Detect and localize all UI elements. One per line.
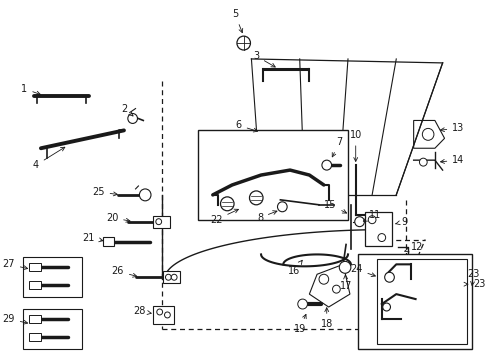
Circle shape: [367, 216, 375, 224]
Text: 26: 26: [111, 266, 137, 277]
Circle shape: [297, 299, 307, 309]
Bar: [153, 306, 174, 324]
Text: 18: 18: [320, 308, 332, 329]
Text: 2: 2: [122, 104, 133, 116]
Text: 12: 12: [404, 243, 422, 252]
Circle shape: [382, 303, 390, 311]
Text: 8: 8: [256, 211, 276, 223]
Text: 17: 17: [339, 275, 351, 291]
Text: 14: 14: [440, 155, 464, 165]
Circle shape: [220, 197, 234, 211]
Bar: [29, 264, 41, 271]
Text: 27: 27: [2, 259, 28, 270]
Text: 29: 29: [2, 314, 28, 324]
Bar: [29, 281, 41, 289]
Circle shape: [171, 274, 177, 280]
Circle shape: [422, 129, 433, 140]
Circle shape: [165, 274, 171, 280]
Text: 9: 9: [395, 217, 407, 227]
Circle shape: [339, 261, 350, 273]
Circle shape: [332, 285, 340, 293]
Circle shape: [139, 189, 151, 201]
Circle shape: [249, 191, 263, 205]
Text: 15: 15: [324, 200, 346, 213]
Text: 25: 25: [92, 187, 117, 197]
Text: 3: 3: [252, 51, 275, 67]
Circle shape: [318, 274, 328, 284]
Text: 13: 13: [440, 123, 464, 134]
Text: 21: 21: [82, 233, 103, 243]
Bar: [162, 271, 180, 283]
Circle shape: [157, 309, 162, 315]
Text: 24: 24: [349, 264, 375, 276]
Circle shape: [354, 217, 364, 227]
Circle shape: [237, 36, 250, 50]
Circle shape: [156, 219, 162, 225]
Circle shape: [419, 158, 427, 166]
Text: 22: 22: [209, 209, 238, 225]
Circle shape: [377, 234, 385, 242]
Text: 4: 4: [33, 147, 65, 170]
Text: 5: 5: [231, 9, 242, 33]
Bar: [22, 309, 82, 349]
Bar: [29, 315, 41, 323]
Bar: [102, 237, 114, 247]
Circle shape: [127, 113, 137, 123]
Circle shape: [164, 312, 170, 318]
Bar: [357, 255, 470, 349]
Bar: [22, 257, 82, 297]
Text: 1: 1: [21, 84, 40, 95]
Bar: [29, 333, 41, 341]
Bar: [365, 212, 391, 247]
Text: 10: 10: [349, 130, 361, 161]
Bar: [198, 130, 347, 220]
Text: 6: 6: [235, 121, 257, 132]
Text: 23: 23: [472, 279, 485, 289]
Text: 11: 11: [363, 210, 381, 221]
Circle shape: [277, 202, 286, 212]
Bar: [153, 216, 170, 228]
Bar: [376, 260, 466, 344]
Text: 16: 16: [287, 260, 302, 276]
Text: 7: 7: [331, 137, 342, 157]
Text: 23: 23: [467, 269, 479, 285]
Text: 20: 20: [105, 213, 130, 223]
Text: 28: 28: [133, 306, 151, 316]
Circle shape: [384, 272, 393, 282]
Circle shape: [321, 160, 331, 170]
Text: 19: 19: [293, 314, 305, 334]
